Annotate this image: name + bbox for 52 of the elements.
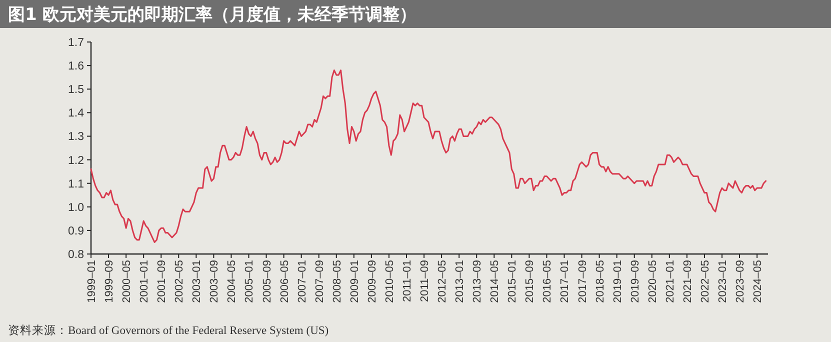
x-tick-label: 2023–09 [734, 260, 747, 303]
x-tick-label: 2017–01 [559, 260, 572, 303]
x-tick-label: 2013–01 [454, 260, 466, 303]
x-tick-label: 2003–09 [208, 260, 221, 303]
x-tick-label: 2004–05 [226, 260, 238, 303]
x-tick-label: 1999–01 [86, 260, 98, 303]
x-tick-label: 2013–09 [472, 260, 484, 303]
x-tick-label: 2011–01 [401, 260, 414, 302]
y-tick-label: 1.2 [68, 154, 84, 167]
x-tick-label: 2015–09 [524, 260, 536, 303]
x-tick-label: 2014–05 [489, 260, 502, 303]
y-tick-label: 1.7 [68, 37, 84, 49]
x-tick-label: 2015–01 [506, 260, 519, 303]
x-tick-label: 2000–05 [121, 260, 134, 303]
y-tick-label: 1.3 [68, 131, 84, 144]
x-tick-label: 2007–09 [314, 260, 326, 303]
x-tick-label: 2007–01 [296, 260, 308, 303]
text: 资料来源：Board of Governors of the Federal Reserve System (US) [8, 324, 329, 337]
x-tick-label: 2002–05 [174, 260, 186, 303]
x-tick-label: 2012–05 [436, 260, 449, 303]
x-tick-label: 1999–09 [104, 260, 116, 303]
x-tick-label: 2006–05 [278, 260, 291, 303]
x-tick-label: 2019–01 [612, 260, 624, 303]
x-tick-label: 2001–09 [156, 260, 168, 303]
y-tick-label: 1.4 [68, 108, 85, 120]
x-tick-label: 2023–01 [716, 260, 729, 303]
y-tick-label: 1.6 [68, 60, 84, 73]
x-tick-label: 2005–01 [244, 260, 256, 303]
x-tick-label: 2009–01 [348, 260, 361, 303]
x-tick-label: 2017–09 [576, 260, 589, 303]
x-tick-label: 2003–01 [191, 260, 204, 303]
x-tick-label: 2011–09 [419, 260, 432, 302]
x-tick-label: 2005–09 [261, 260, 274, 303]
x-tick-label: 2018–05 [594, 260, 606, 303]
x-tick-label: 2008–05 [331, 260, 344, 303]
x-tick-label: 2021–09 [682, 260, 694, 303]
y-tick-label: 0.8 [68, 249, 84, 261]
x-tick-label: 2021–01 [664, 260, 676, 303]
x-tick-label: 2022–05 [699, 260, 712, 303]
x-tick-label: 2009–09 [366, 260, 378, 303]
x-tick-label: 2019–09 [629, 260, 642, 303]
y-tick-label: 1.5 [68, 84, 84, 96]
x-tick-label: 2016–05 [542, 260, 554, 303]
y-tick-label: 1.0 [68, 202, 84, 214]
line-series [90, 70, 767, 243]
chart-title: 图1 欧元对美元的即期汇率（月度值，未经季节调整） [8, 5, 417, 25]
x-tick-label: 2001–01 [138, 260, 151, 303]
x-tick-label: 2024–05 [752, 260, 764, 303]
y-tick-label: 0.9 [68, 225, 84, 238]
x-tick-label: 2020–05 [646, 260, 659, 303]
y-tick-label: 1.1 [68, 178, 84, 190]
x-tick-label: 2010–05 [384, 260, 396, 303]
